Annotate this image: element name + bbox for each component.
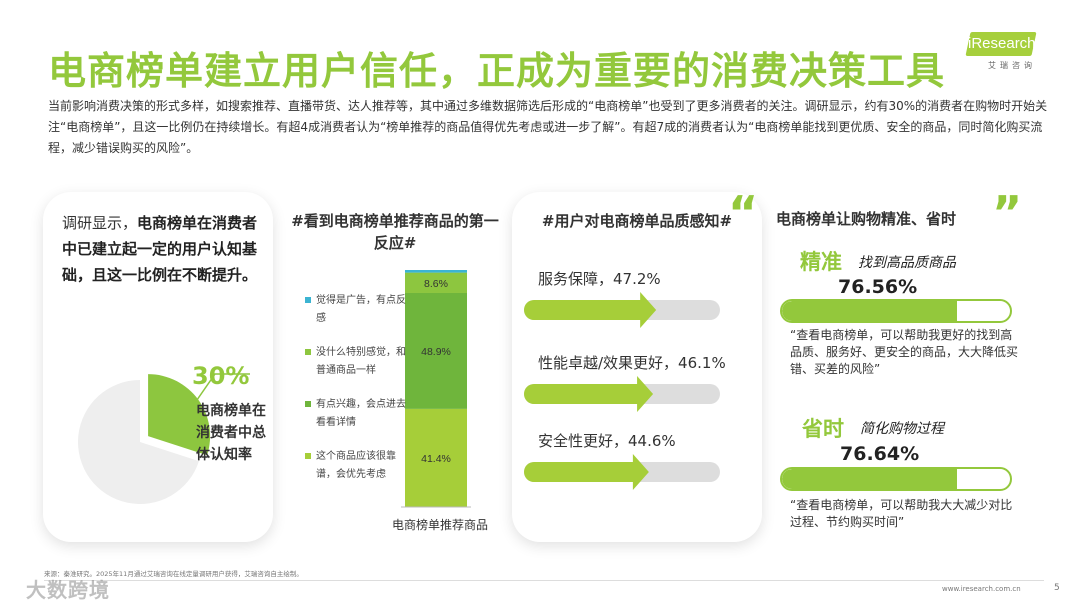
footer-divider: [44, 580, 1044, 581]
legend-swatch: [305, 297, 311, 303]
legend-label: 觉得是广告，有点反感: [316, 295, 406, 324]
quality-metric-bar: [524, 454, 720, 490]
stack-label-1: 48.9%: [421, 346, 451, 358]
stack-segment-0: [405, 408, 467, 507]
pie-slice-awareness: [148, 374, 211, 456]
stack-label-2: 8.6%: [424, 278, 448, 290]
first-reaction-legend: 觉得是广告，有点反感 没什么特别感觉，和普通商品一样 有点兴趣，会点进去看看详情 这个…: [305, 292, 415, 500]
precise-timesaving-title: 电商榜单让购物精准、省时: [776, 210, 957, 228]
page-title: 电商榜单建立用户信任，正成为重要的消费决策工具: [48, 49, 946, 93]
pie-leader-line: [189, 373, 250, 411]
logo-brand: iResearch: [968, 35, 1036, 52]
stack-label-0: 41.4%: [421, 453, 451, 465]
timesaving-desc: 简化购物过程: [860, 421, 944, 437]
timesaving-pct: 76.64%: [840, 443, 920, 465]
timesaving-quote: “查看电商榜单，可以帮助我大大减少对比过程、节约购买时间”: [790, 498, 1013, 529]
quality-bar-fill: [524, 292, 657, 328]
quote-close-icon: ”: [992, 186, 1023, 240]
iresearch-logo: iResearch 艾瑞咨询: [962, 30, 1042, 70]
stack-segment-2: [405, 272, 467, 293]
source-note: 来源：秦淮研究。2025年11月通过艾瑞咨询在线定量调研用户获得，艾瑞咨询自主绘…: [44, 570, 303, 578]
quality-bar-fill: [524, 376, 654, 412]
watermark: 大数跨境: [26, 578, 110, 602]
awareness-desc: 电商榜单在消费者中总体认知率: [196, 403, 266, 463]
legend-swatch: [305, 349, 311, 355]
quote-open-icon: “: [728, 186, 759, 240]
precise-pct: 76.56%: [838, 276, 918, 298]
timesaving-progress-bar: [780, 467, 1012, 491]
precise-progress-fill: [782, 301, 957, 321]
quality-perception-title: #用户对电商榜单品质感知#: [541, 212, 733, 230]
awareness-summary-bold: 电商榜单在消费者中已建立起一定的用户认知基础，且这一比例在不断提升。: [62, 214, 258, 284]
awareness-pct: 30%: [192, 362, 250, 390]
quality-bar-fill: [524, 454, 649, 490]
legend-label: 没什么特别感觉，和普通商品一样: [316, 347, 406, 376]
timesaving-progress-fill: [782, 469, 957, 489]
legend-item: 觉得是广告，有点反感: [305, 292, 415, 344]
pie-slice-other: [77, 380, 199, 504]
logo-sub: 艾瑞咨询: [988, 61, 1036, 70]
stack-segment-1: [405, 292, 467, 409]
first-reaction-category: 电商榜单推荐商品: [391, 518, 488, 532]
legend-item: 没什么特别感觉，和普通商品一样: [305, 344, 415, 396]
footer-url: www.iresearch.com.cn: [942, 585, 1021, 593]
quality-metric-label: 性能卓越/效果更好，46.1%: [538, 354, 726, 372]
legend-item: 这个商品应该很靠谱，会优先考虑: [305, 448, 415, 500]
awareness-summary: 调研显示，电商榜单在消费者中已建立起一定的用户认知基础，且这一比例在不断提升。: [62, 210, 258, 288]
legend-label: 这个商品应该很靠谱，会优先考虑: [316, 451, 396, 480]
first-reaction-stacked-bar: 41.4% 48.9% 8.6%: [401, 267, 471, 508]
legend-swatch: [305, 401, 311, 407]
precise-desc: 找到高品质商品: [858, 255, 956, 271]
precise-tag: 精准: [800, 250, 842, 274]
legend-item: 有点兴趣，会点进去看看详情: [305, 396, 415, 448]
awareness-summary-prefix: 调研显示，: [62, 214, 138, 232]
intro-paragraph: 当前影响消费决策的形式多样，如搜索推荐、直播带货、达人推荐等，其中通过多维数据筛…: [48, 99, 1048, 155]
legend-label: 有点兴趣，会点进去看看详情: [316, 399, 406, 428]
quality-metric-label: 服务保障，47.2%: [538, 270, 661, 288]
timesaving-tag: 省时: [802, 417, 844, 441]
precise-progress-bar: [780, 299, 1012, 323]
first-reaction-title: #看到电商榜单推荐商品的第一反应#: [291, 212, 499, 252]
quality-metric-bar: [524, 292, 720, 328]
legend-swatch: [305, 453, 311, 459]
quality-metric-bar: [524, 376, 720, 412]
stack-segment-3: [405, 270, 467, 273]
precise-quote: “查看电商榜单，可以帮助我更好的找到高品质、服务好、更安全的商品，大大降低买错、…: [790, 328, 1019, 376]
quality-metric-label: 安全性更好，44.6%: [538, 432, 676, 450]
awareness-pie-chart: [77, 373, 250, 504]
page-number: 5: [1054, 583, 1060, 593]
